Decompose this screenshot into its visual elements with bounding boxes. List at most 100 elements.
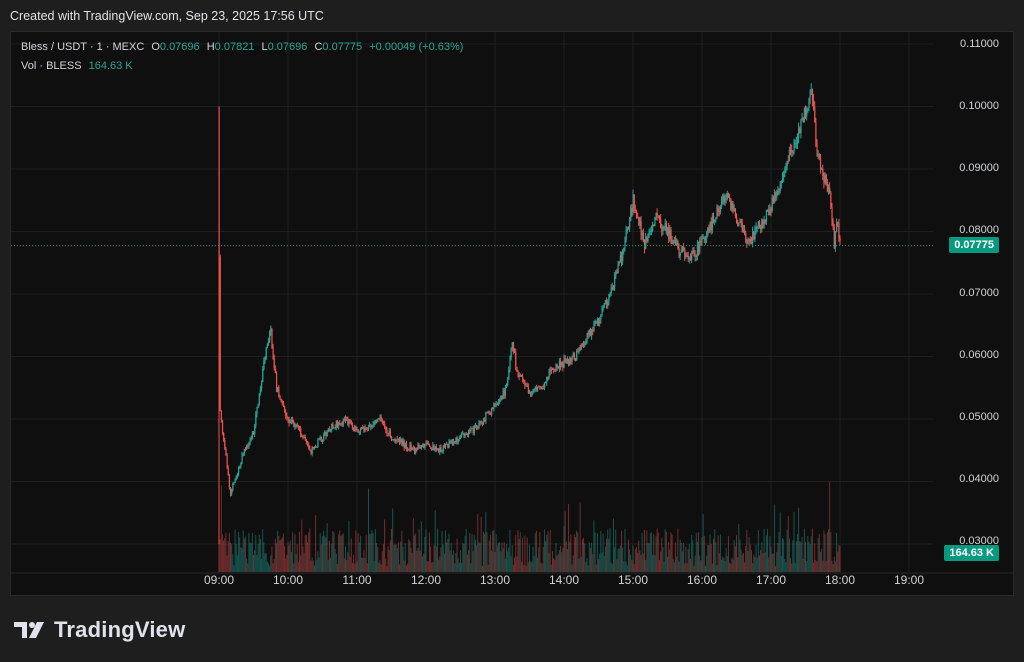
x-tick-label: 11:00 bbox=[342, 573, 372, 587]
volume-bar bbox=[319, 533, 321, 572]
symbol-label[interactable]: Bless / USDT · 1 · MEXC bbox=[21, 41, 145, 53]
candle-body bbox=[810, 89, 812, 93]
candle-body bbox=[514, 351, 516, 353]
volume-bar bbox=[713, 538, 714, 572]
candle-body bbox=[366, 427, 369, 429]
volume-bar bbox=[655, 536, 657, 572]
candle-body bbox=[573, 353, 576, 361]
volume-bar bbox=[267, 563, 269, 572]
volume-bar bbox=[516, 556, 518, 572]
volume-bar bbox=[455, 552, 457, 572]
candle-body bbox=[279, 396, 281, 399]
volume-bar bbox=[232, 554, 234, 572]
candle-body bbox=[780, 180, 783, 184]
volume-bar bbox=[779, 512, 781, 572]
candle-body bbox=[708, 227, 710, 231]
volume-bar bbox=[433, 544, 435, 572]
volume-bar bbox=[760, 550, 762, 572]
volume-label[interactable]: Vol · BLESS bbox=[21, 60, 82, 72]
volume-bar bbox=[552, 550, 553, 572]
volume-bar bbox=[525, 565, 527, 572]
candle-body bbox=[723, 195, 725, 203]
candle-body bbox=[483, 419, 485, 424]
candle-body bbox=[388, 431, 390, 434]
candle-body bbox=[829, 187, 831, 193]
volume-bar bbox=[312, 560, 314, 572]
volume-bar bbox=[773, 504, 775, 572]
volume-bar bbox=[473, 535, 475, 572]
ohlc-legend: Bless / USDT · 1 · MEXC O0.07696 H0.0782… bbox=[21, 41, 467, 53]
volume-bar bbox=[619, 545, 621, 572]
volume-bar bbox=[428, 532, 430, 572]
chart-panel[interactable]: Bless / USDT · 1 · MEXC O0.07696 H0.0782… bbox=[10, 31, 1014, 596]
candle-body bbox=[647, 234, 649, 241]
candle-body bbox=[775, 193, 777, 198]
candle-body bbox=[539, 386, 541, 388]
volume-bar bbox=[248, 532, 250, 572]
candle-body bbox=[587, 333, 589, 335]
volume-bar bbox=[372, 533, 374, 572]
candle-body bbox=[488, 412, 490, 414]
candle-body bbox=[715, 218, 717, 221]
candle-body bbox=[778, 190, 780, 193]
candle-body bbox=[293, 422, 295, 427]
candle-body bbox=[311, 447, 313, 454]
volume-bar bbox=[686, 563, 688, 572]
candle-body bbox=[585, 340, 587, 343]
volume-bar bbox=[274, 538, 276, 572]
volume-bar bbox=[470, 563, 472, 572]
tradingview-brand[interactable]: TradingView bbox=[14, 617, 185, 643]
volume-bar bbox=[675, 542, 677, 572]
candle-body bbox=[734, 208, 737, 217]
volume-bar bbox=[511, 545, 513, 572]
candle-body bbox=[424, 445, 426, 449]
candle-body bbox=[338, 422, 340, 427]
candle-body bbox=[653, 224, 655, 226]
volume-bar bbox=[564, 511, 566, 572]
volume-bar bbox=[301, 519, 303, 572]
volume-bar bbox=[370, 533, 372, 572]
volume-bar bbox=[284, 546, 286, 572]
volume-bar bbox=[256, 554, 258, 572]
volume-bar bbox=[716, 564, 718, 572]
volume-bar bbox=[287, 542, 289, 572]
candle-body bbox=[656, 212, 658, 216]
candlestick-chart[interactable] bbox=[11, 32, 1013, 595]
candle-body bbox=[638, 217, 640, 226]
x-tick-label: 16:00 bbox=[686, 573, 718, 587]
volume-bar bbox=[449, 550, 451, 572]
candle-body bbox=[578, 348, 580, 352]
volume-bar bbox=[739, 539, 741, 572]
candle-body bbox=[668, 227, 670, 240]
candle-body bbox=[741, 223, 743, 233]
volume-bar bbox=[443, 553, 445, 572]
candle-body bbox=[236, 473, 239, 477]
volume-bar bbox=[409, 540, 411, 572]
volume-bar bbox=[763, 528, 765, 572]
candle-body bbox=[474, 425, 477, 427]
volume-bar bbox=[547, 531, 549, 572]
candle-body bbox=[307, 441, 309, 445]
candle-body bbox=[606, 300, 608, 306]
candle-body bbox=[595, 321, 597, 323]
candle-body bbox=[511, 342, 513, 350]
candle-body bbox=[508, 369, 510, 380]
candle-body bbox=[615, 271, 617, 277]
candle-body bbox=[686, 255, 688, 257]
candle-body bbox=[353, 428, 355, 431]
candle-body bbox=[394, 439, 396, 442]
candle-body bbox=[281, 402, 283, 404]
volume-bar bbox=[501, 542, 503, 572]
candle-body bbox=[833, 227, 835, 248]
candle-body bbox=[473, 425, 475, 434]
volume-bar bbox=[718, 553, 720, 572]
candle-body bbox=[627, 227, 630, 229]
candle-body bbox=[818, 154, 820, 159]
volume-bar bbox=[270, 555, 272, 572]
high-label: H bbox=[206, 41, 215, 53]
candle-body bbox=[497, 402, 500, 406]
candle-body bbox=[634, 209, 636, 211]
candle-body bbox=[762, 219, 764, 225]
candle-body bbox=[583, 344, 585, 346]
candle-body bbox=[770, 209, 772, 212]
